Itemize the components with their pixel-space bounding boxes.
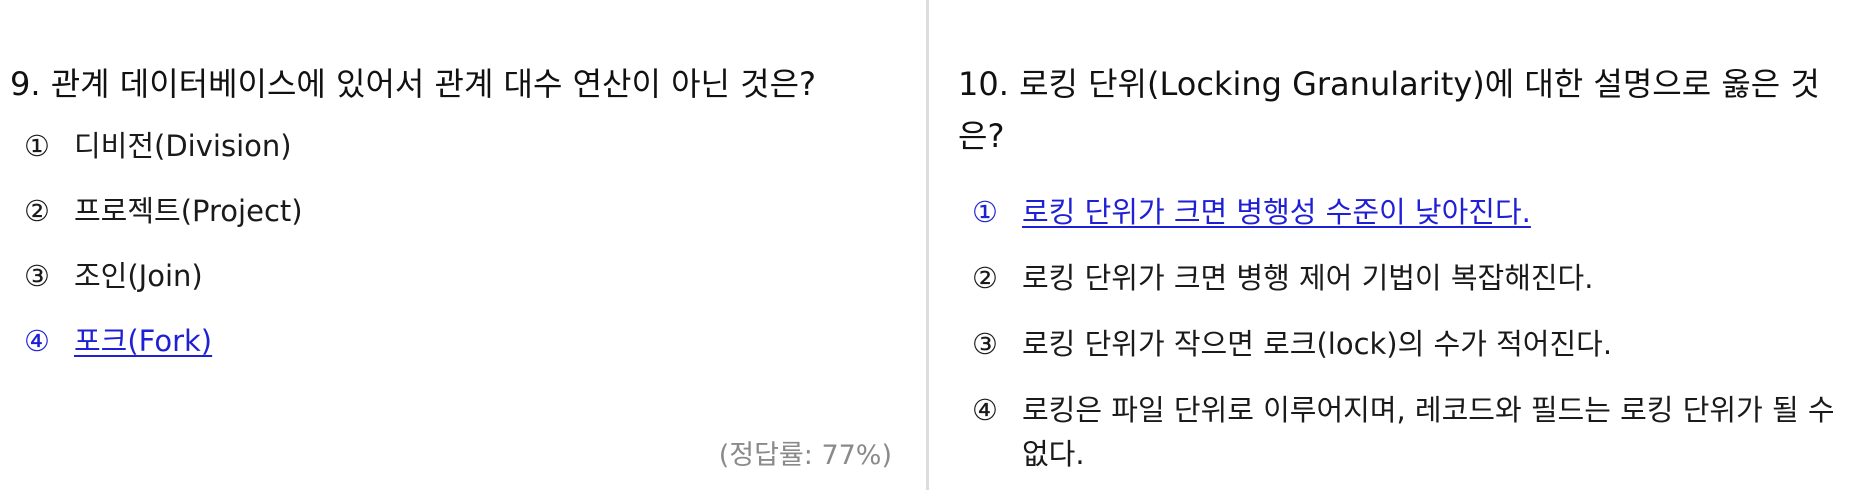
option-number: ④	[972, 393, 998, 427]
question-10-option-2[interactable]: ② 로킹 단위가 크면 병행 제어 기법이 복잡해진다.	[972, 256, 1838, 300]
accuracy-rate: (정답률: 77%)	[718, 440, 892, 471]
question-9-option-2[interactable]: ② 프로젝트(Project)	[24, 189, 910, 233]
option-text: 로킹은 파일 단위로 이루어지며, 레코드와 필드는 로킹 단위가 될 수 없다…	[1022, 393, 1835, 471]
option-number: ④	[24, 324, 50, 358]
question-10-options: ① 로킹 단위가 크면 병행성 수준이 낮아진다. ② 로킹 단위가 크면 병행…	[958, 190, 1838, 476]
question-10-option-3[interactable]: ③ 로킹 단위가 작으면 로크(lock)의 수가 적어진다.	[972, 322, 1838, 366]
option-text: 프로젝트(Project)	[74, 194, 303, 228]
question-10-option-4[interactable]: ④ 로킹은 파일 단위로 이루어지며, 레코드와 필드는 로킹 단위가 될 수 …	[972, 388, 1838, 476]
question-10: 10. 로킹 단위(Locking Granularity)에 대한 설명으로 …	[958, 58, 1838, 490]
question-10-option-1-correct-link[interactable]: ① 로킹 단위가 크면 병행성 수준이 낮아진다.	[972, 190, 1838, 234]
option-number: ②	[972, 261, 998, 295]
option-text: 로킹 단위가 작으면 로크(lock)의 수가 적어진다.	[1022, 327, 1613, 361]
option-text: 디비전(Division)	[74, 129, 292, 163]
option-text: 로킹 단위가 크면 병행성 수준이 낮아진다.	[1022, 195, 1531, 229]
question-10-title: 10. 로킹 단위(Locking Granularity)에 대한 설명으로 …	[958, 65, 1820, 155]
question-9-title: 9. 관계 데이터베이스에 있어서 관계 대수 연산이 아닌 것은?	[10, 65, 817, 103]
question-9-option-1[interactable]: ① 디비전(Division)	[24, 124, 910, 168]
column-divider	[926, 0, 929, 490]
option-text: 조인(Join)	[74, 259, 203, 293]
question-9: 9. 관계 데이터베이스에 있어서 관계 대수 연산이 아닌 것은? ① 디비전…	[10, 58, 910, 384]
option-number: ③	[972, 327, 998, 361]
option-number: ①	[972, 195, 998, 229]
question-9-option-4-correct-link[interactable]: ④ 포크(Fork)	[24, 319, 910, 363]
option-number: ③	[24, 259, 50, 293]
question-9-options: ① 디비전(Division) ② 프로젝트(Project) ③ 조인(Joi…	[10, 124, 910, 363]
option-text: 로킹 단위가 크면 병행 제어 기법이 복잡해진다.	[1022, 261, 1594, 295]
option-number: ②	[24, 194, 50, 228]
question-9-option-3[interactable]: ③ 조인(Join)	[24, 254, 910, 298]
option-number: ①	[24, 129, 50, 163]
option-text: 포크(Fork)	[74, 324, 213, 358]
